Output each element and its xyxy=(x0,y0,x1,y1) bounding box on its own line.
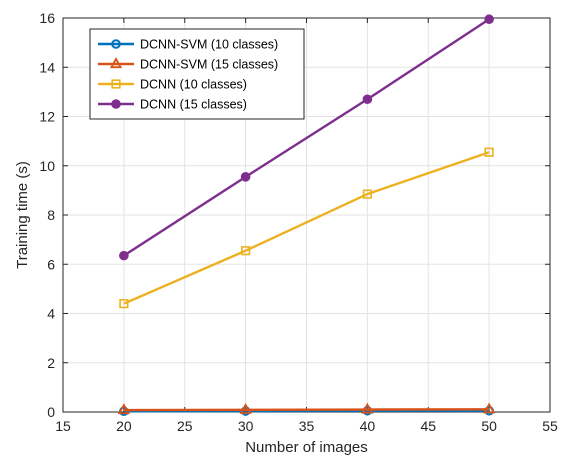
x-axis-label: Number of images xyxy=(245,439,368,456)
legend-marker xyxy=(111,79,121,89)
y-tick-label: 10 xyxy=(39,158,55,174)
x-tick-label: 35 xyxy=(299,418,315,434)
data-point xyxy=(119,250,129,261)
series-line xyxy=(123,18,490,257)
y-tick-label: 4 xyxy=(47,306,55,322)
data-point xyxy=(117,403,131,415)
data-point xyxy=(240,172,251,182)
series-layer xyxy=(117,14,496,417)
data-point xyxy=(119,299,129,309)
series-4 xyxy=(119,14,494,261)
y-tick-label: 14 xyxy=(39,59,55,75)
legend-marker xyxy=(111,39,121,49)
legend-label: DCNN (10 classes) xyxy=(140,78,247,92)
y-tick-label: 8 xyxy=(47,207,55,223)
data-point xyxy=(482,402,496,414)
data-point xyxy=(362,189,372,199)
x-tick-label: 15 xyxy=(55,418,71,434)
legend-label: DCNN (15 classes) xyxy=(140,98,247,112)
axis-ticks: 15 20 25 30 35 40 45 50 55 0 2 4 6 8 10 12 14 16 xyxy=(39,10,558,434)
series-2 xyxy=(117,402,496,415)
legend-label: DCNN-SVM (10 classes) xyxy=(140,38,278,52)
x-tick-label: 20 xyxy=(116,418,132,434)
legend-item: DCNN-SVM (10 classes) xyxy=(98,38,278,52)
data-point xyxy=(241,246,251,256)
legend-item: DCNN-SVM (15 classes) xyxy=(98,57,278,72)
legend-item: DCNN (10 classes) xyxy=(98,78,247,92)
x-tick-label: 45 xyxy=(420,418,436,434)
legend-label: DCNN-SVM (15 classes) xyxy=(140,58,278,72)
y-tick-label: 16 xyxy=(39,10,55,26)
legend-item: DCNN (15 classes) xyxy=(98,98,247,112)
legend-marker xyxy=(109,57,123,69)
data-point xyxy=(361,402,374,414)
y-tick-label: 6 xyxy=(47,256,55,272)
data-point xyxy=(239,402,252,414)
data-point xyxy=(484,14,494,25)
x-tick-label: 55 xyxy=(542,418,558,434)
y-tick-label: 0 xyxy=(47,404,55,420)
series-line xyxy=(123,151,490,305)
series-3 xyxy=(119,147,494,309)
x-tick-label: 50 xyxy=(481,418,497,434)
series-line xyxy=(123,408,490,412)
legend-marker xyxy=(111,99,121,109)
legend: DCNN-SVM (10 classes) DCNN-SVM (15 classe… xyxy=(89,28,305,120)
y-tick-label: 12 xyxy=(39,109,55,125)
x-tick-label: 40 xyxy=(360,418,376,434)
x-tick-label: 25 xyxy=(177,418,193,434)
x-tick-label: 30 xyxy=(238,418,254,434)
y-tick-label: 2 xyxy=(47,355,55,371)
data-point xyxy=(362,94,373,105)
y-axis-label: Training time (s) xyxy=(14,161,31,269)
data-point xyxy=(484,147,494,157)
